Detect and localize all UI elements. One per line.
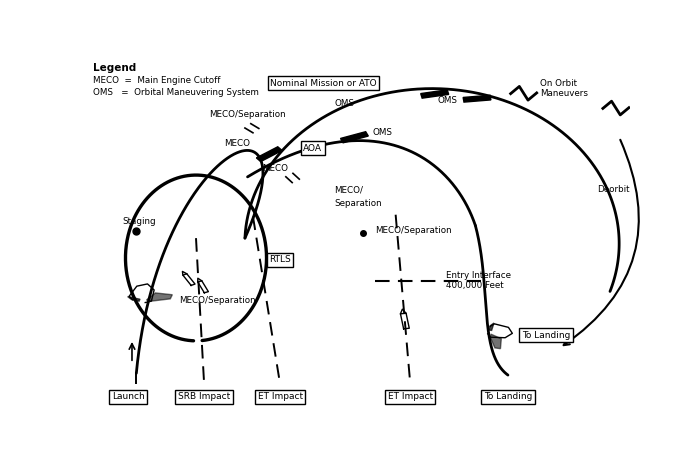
Text: On Orbit
Maneuvers: On Orbit Maneuvers [540, 79, 589, 98]
Text: Legend: Legend [93, 63, 136, 73]
Polygon shape [340, 132, 368, 143]
Text: Staging: Staging [122, 218, 156, 227]
Text: MECO/: MECO/ [335, 186, 363, 195]
Text: RTLS: RTLS [270, 255, 291, 264]
Text: ET Impact: ET Impact [258, 392, 302, 401]
Text: To Landing: To Landing [484, 392, 532, 401]
Text: MECO/Separation: MECO/Separation [179, 296, 256, 305]
Text: OMS: OMS [438, 96, 457, 105]
Polygon shape [489, 323, 494, 330]
Text: SRB Impact: SRB Impact [178, 392, 230, 401]
Polygon shape [146, 293, 172, 301]
Polygon shape [421, 90, 449, 98]
Polygon shape [463, 95, 491, 102]
Text: MECO: MECO [224, 139, 250, 148]
Text: MECO/Separation: MECO/Separation [375, 227, 452, 235]
Text: Entry Interface
400,000 Feet: Entry Interface 400,000 Feet [446, 271, 510, 290]
Text: MECO: MECO [262, 164, 288, 173]
Text: To Landing: To Landing [522, 331, 570, 340]
Text: OMS   =  Orbital Maneuvering System: OMS = Orbital Maneuvering System [93, 88, 259, 97]
Text: AOA: AOA [303, 144, 322, 153]
Text: MECO/Separation: MECO/Separation [209, 110, 286, 119]
Text: OMS: OMS [372, 128, 392, 137]
Text: ET Impact: ET Impact [388, 392, 433, 401]
Text: Nominal Mission or ATO: Nominal Mission or ATO [270, 79, 377, 88]
Text: Deorbit: Deorbit [598, 185, 630, 194]
Polygon shape [127, 297, 140, 301]
Polygon shape [490, 334, 501, 349]
Text: MECO  =  Main Engine Cutoff: MECO = Main Engine Cutoff [93, 76, 220, 85]
Text: OMS: OMS [335, 99, 354, 109]
Text: Launch: Launch [112, 392, 145, 401]
Polygon shape [256, 147, 282, 161]
Text: Separation: Separation [335, 198, 382, 207]
